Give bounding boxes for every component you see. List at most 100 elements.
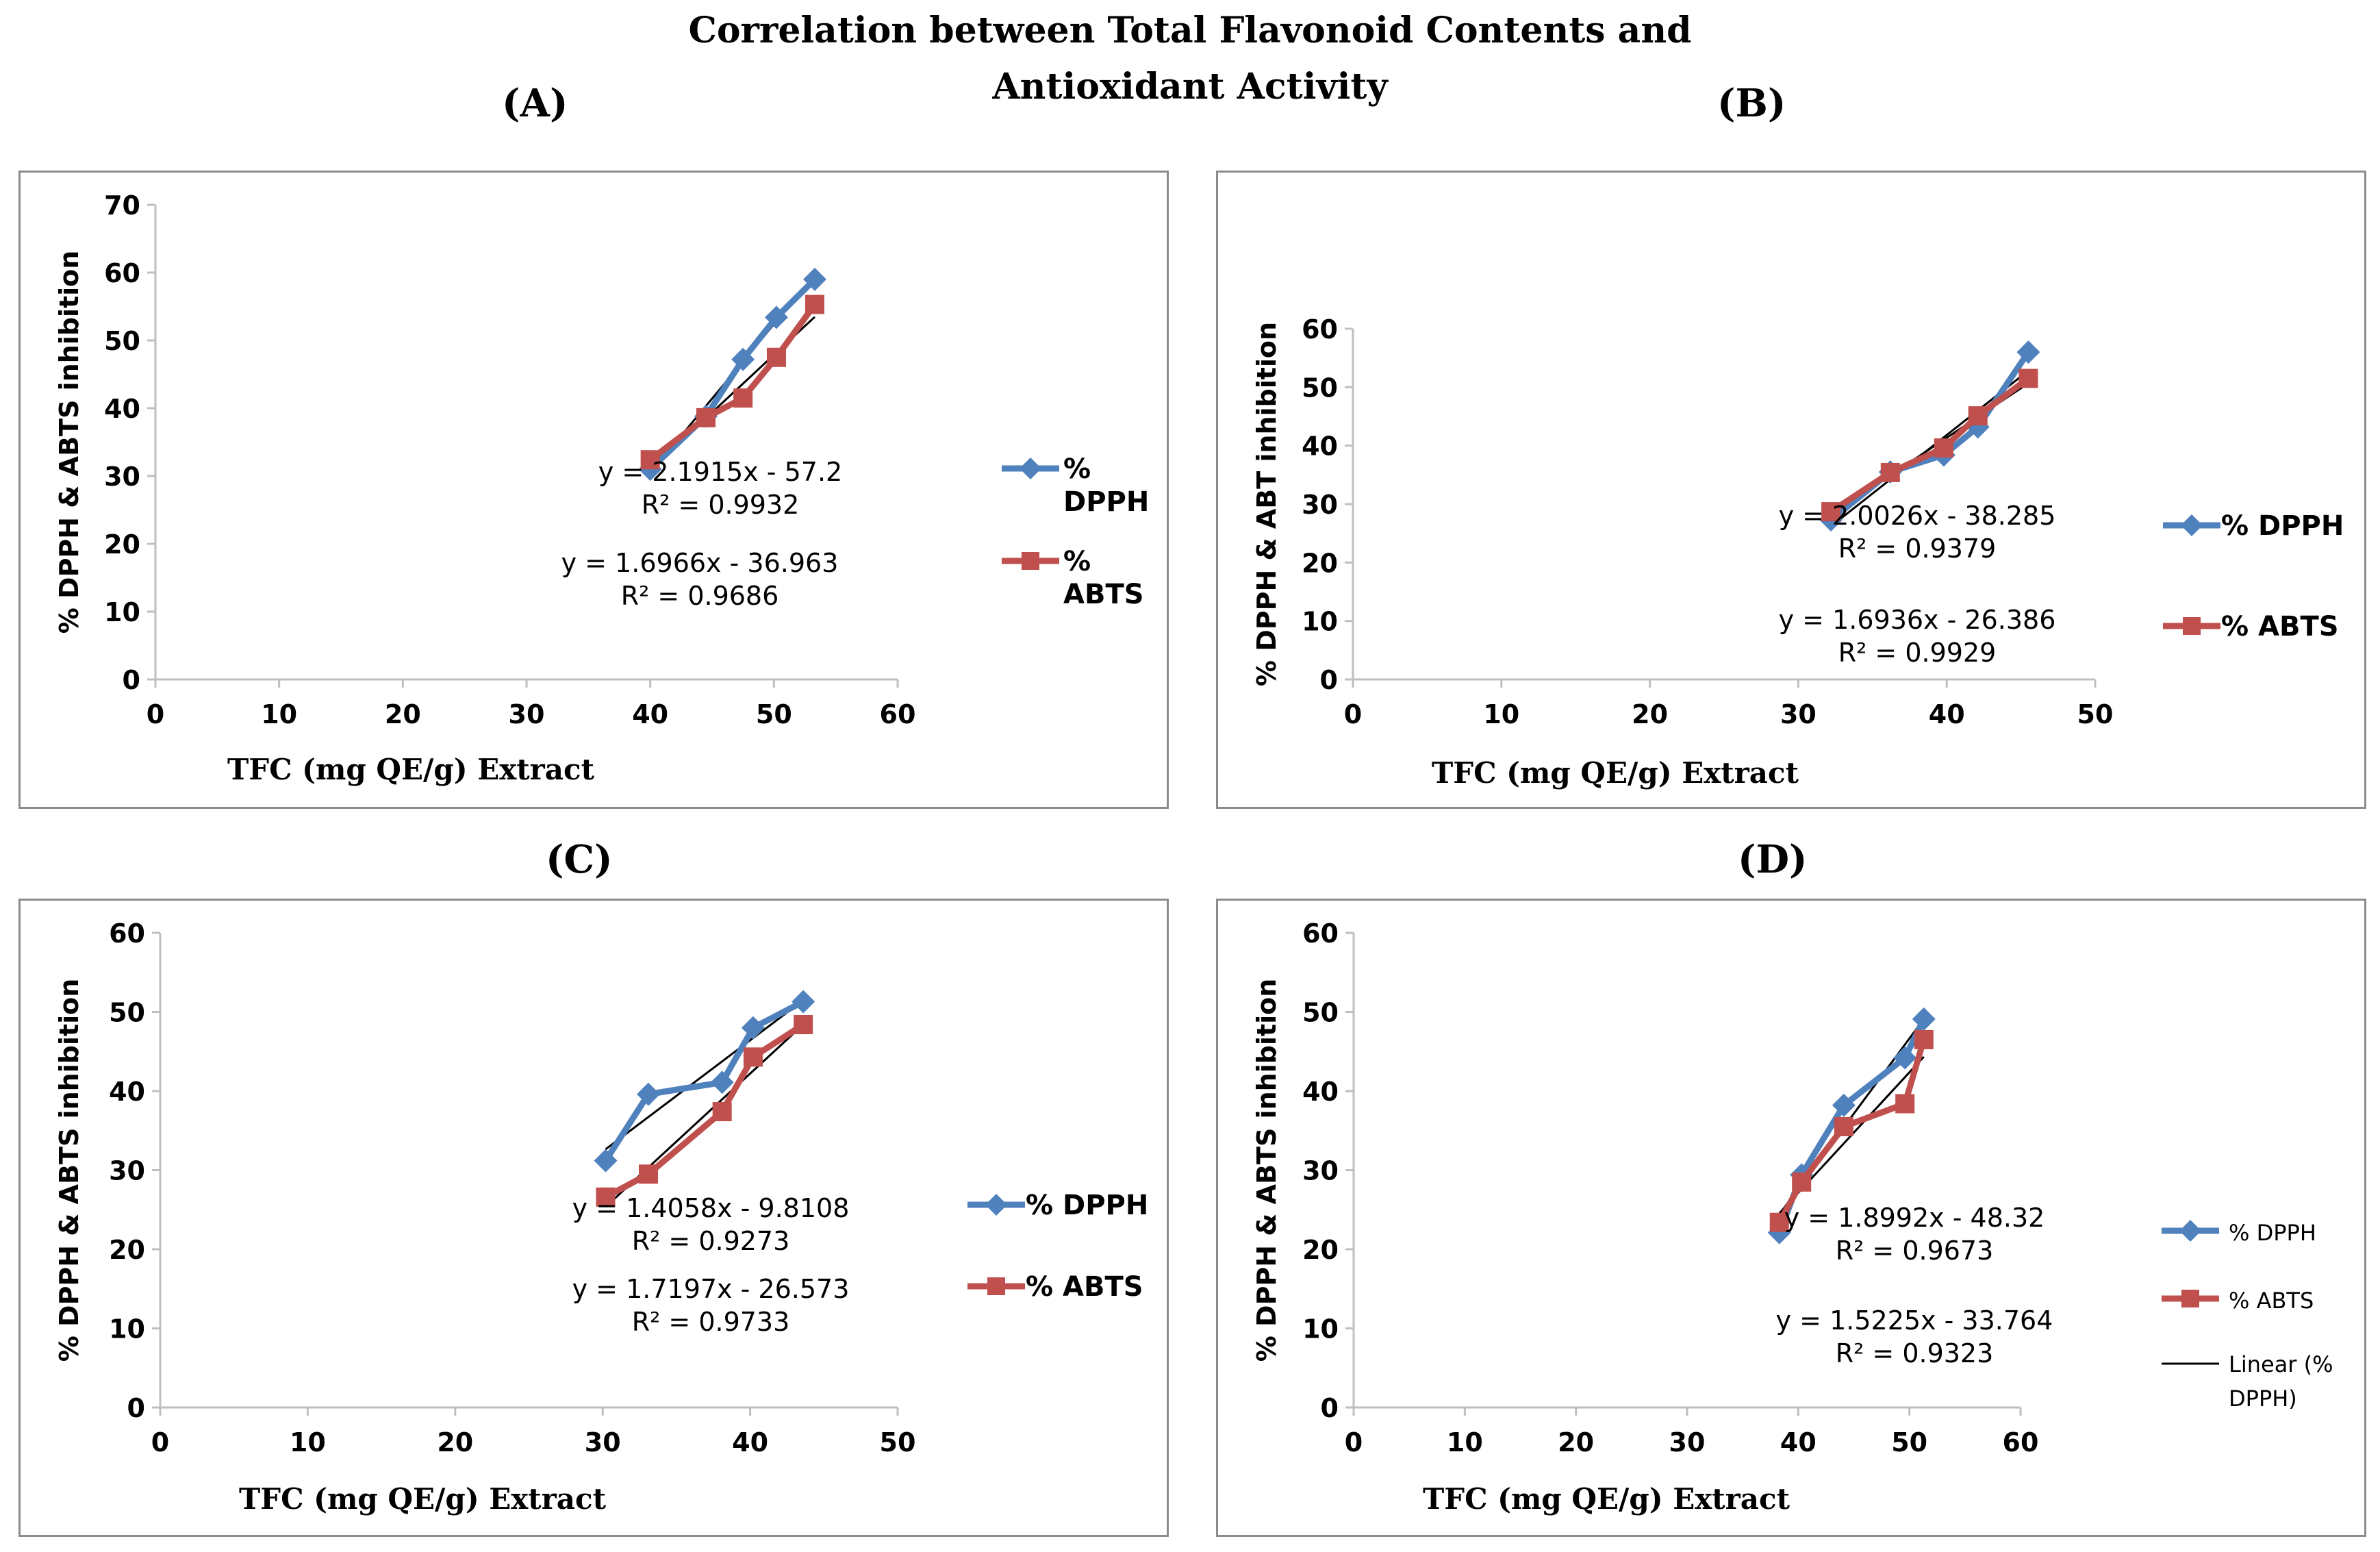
data-point-abts: [696, 408, 716, 427]
series-line-dpph: [603, 998, 807, 1164]
regression-annotation: y = 1.6936x - 26.386: [1779, 605, 2056, 635]
data-point-dpph: [1912, 1007, 1936, 1031]
y-axis-title: % DPPH & ABT inhibition: [1252, 322, 1282, 686]
chart-c: 0 10 20 30 40 50 60 0 10 20 30 40 50 TFC (mg QE/g) Ex…: [18, 899, 1169, 1537]
y-tick-label: 20: [1302, 548, 1338, 578]
data-point-abts: [1880, 462, 1900, 482]
y-tick-label: 50: [104, 326, 140, 356]
x-axis-title: TFC (mg QE/g) Extract: [1432, 756, 1799, 790]
regression-annotation: y = 1.5225x - 33.764: [1776, 1305, 2053, 1336]
legend-marker-dpph: [1020, 458, 1041, 479]
x-tick-label: 50: [2077, 699, 2114, 729]
data-point-dpph: [764, 305, 788, 329]
legend-label-dpph: DPPH: [1063, 486, 1149, 518]
y-tick-label: 70: [104, 190, 140, 221]
x-tick-label: 30: [585, 1427, 621, 1457]
x-tick-label: 40: [632, 699, 668, 729]
x-tick-label: 50: [756, 699, 792, 729]
chart-c-plot: 0 10 20 30 40 50 60 0 10 20 30 40 50 TFC (mg QE/g) Ex…: [54, 918, 1148, 1516]
regression-annotation: R² = 0.9323: [1836, 1338, 1994, 1368]
legend-marker-abts: [2183, 617, 2201, 635]
panel-label-c: (C): [546, 837, 613, 882]
y-tick-label: 60: [1302, 314, 1338, 345]
data-point-abts: [1834, 1116, 1853, 1136]
y-tick-label: 50: [109, 998, 145, 1028]
x-axis-title: TFC (mg QE/g) Extract: [239, 1482, 607, 1516]
x-tick-label: 10: [261, 699, 297, 729]
x-tick-label: 50: [880, 1427, 916, 1457]
y-tick-label: 20: [1302, 1235, 1339, 1265]
data-point-dpph: [636, 1082, 660, 1106]
legend-marker-abts: [2181, 1290, 2199, 1307]
y-tick-label: 0: [1320, 665, 1338, 695]
data-point-abts: [1968, 406, 1988, 426]
y-tick-label: 30: [109, 1156, 145, 1186]
x-tick-label: 50: [1891, 1427, 1927, 1457]
panel-label-d: (D): [1738, 837, 1808, 882]
regression-annotation: y = 2.0026x - 38.285: [1779, 501, 2056, 531]
y-tick-label: 40: [1302, 431, 1338, 462]
data-point-abts: [596, 1187, 616, 1207]
y-tick-label: 40: [109, 1077, 145, 1107]
x-axis-title: TFC (mg QE/g) Extract: [227, 753, 595, 786]
regression-annotation: R² = 0.9733: [632, 1307, 790, 1337]
data-point-dpph: [2016, 340, 2040, 364]
data-point-abts: [640, 450, 660, 470]
chart-d: 0 10 20 30 40 50 60 0 10 20 30 40 50 60 TFC (mg QE/g) …: [1216, 899, 2366, 1537]
series-line-abts: [647, 301, 818, 463]
panel-label-a: (A): [502, 81, 568, 126]
regression-annotation: R² = 0.9379: [1838, 534, 1997, 564]
trendline-dpph: [605, 999, 805, 1151]
regression-annotation: R² = 0.9929: [1838, 638, 1997, 668]
page-title-line-2: Antioxidant Activity: [992, 66, 1388, 108]
x-tick-label: 10: [290, 1427, 326, 1457]
legend-label-dpph: % DPPH: [1026, 1190, 1148, 1221]
x-tick-label: 40: [732, 1427, 768, 1457]
data-point-abts: [1914, 1029, 1934, 1049]
x-tick-label: 0: [147, 699, 164, 729]
x-tick-label: 40: [1929, 699, 1965, 729]
x-tick-label: 10: [1483, 699, 1519, 729]
chart-d-plot: 0 10 20 30 40 50 60 0 10 20 30 40 50 60 TFC (mg QE/g) …: [1252, 918, 2333, 1516]
y-axis-title: % DPPH & ABTS inhibition: [54, 251, 84, 634]
x-tick-label: 0: [1345, 1427, 1363, 1457]
legend-label-abts: ABTS: [1063, 579, 1144, 610]
legend-label-linear: Linear (%: [2229, 1351, 2333, 1377]
legend-label-dpph: %: [1063, 453, 1091, 485]
chart-a: 0 10 20 30 40 50 60 70 0 10 20 30 40 50 60 TFC (mg QE/g…: [18, 171, 1169, 809]
y-tick-label: 10: [109, 1314, 145, 1344]
data-point-dpph: [710, 1071, 734, 1094]
x-tick-label: 30: [509, 699, 545, 729]
data-point-dpph: [1893, 1046, 1917, 1070]
y-tick-label: 50: [1302, 998, 1339, 1028]
regression-annotation: y = 1.6966x - 36.963: [561, 548, 839, 578]
data-point-abts: [1769, 1212, 1789, 1232]
legend-label-abts: % ABTS: [2229, 1288, 2314, 1314]
legend-marker-dpph: [985, 1194, 1007, 1216]
data-point-dpph: [594, 1149, 618, 1173]
y-tick-label: 0: [1321, 1393, 1339, 1423]
data-point-abts: [1895, 1094, 1915, 1114]
y-tick-label: 60: [109, 918, 145, 949]
x-tick-label: 30: [1669, 1427, 1706, 1457]
data-point-abts: [1792, 1172, 1812, 1192]
y-tick-label: 20: [104, 529, 140, 560]
x-axis-title: TFC (mg QE/g) Extract: [1423, 1482, 1790, 1516]
regression-annotation: R² = 0.9673: [1836, 1236, 1994, 1266]
data-point-dpph: [802, 267, 826, 291]
y-tick-label: 30: [1302, 490, 1338, 520]
data-point-abts: [638, 1164, 658, 1184]
data-point-abts: [743, 1047, 763, 1067]
y-tick-label: 10: [1302, 607, 1338, 637]
x-tick-label: 20: [1632, 699, 1668, 729]
regression-annotation: y = 2.1915x - 57.2: [598, 457, 842, 487]
data-point-abts: [805, 295, 824, 314]
y-tick-label: 50: [1302, 373, 1338, 403]
chart-a-plot: 0 10 20 30 40 50 60 70 0 10 20 30 40 50 60 TFC (mg QE/g…: [54, 190, 1149, 786]
y-tick-label: 0: [123, 665, 140, 695]
chart-b-plot: 0 10 20 30 40 50 60 0 10 20 30 40 50 TFC (mg QE/g) Ex…: [1252, 314, 2344, 790]
chart-b: 0 10 20 30 40 50 60 0 10 20 30 40 50 TFC (mg QE/g) Ex…: [1216, 171, 2366, 809]
y-tick-label: 60: [1302, 918, 1339, 949]
data-point-abts: [1934, 438, 1953, 458]
legend-marker-dpph: [2179, 1220, 2201, 1242]
